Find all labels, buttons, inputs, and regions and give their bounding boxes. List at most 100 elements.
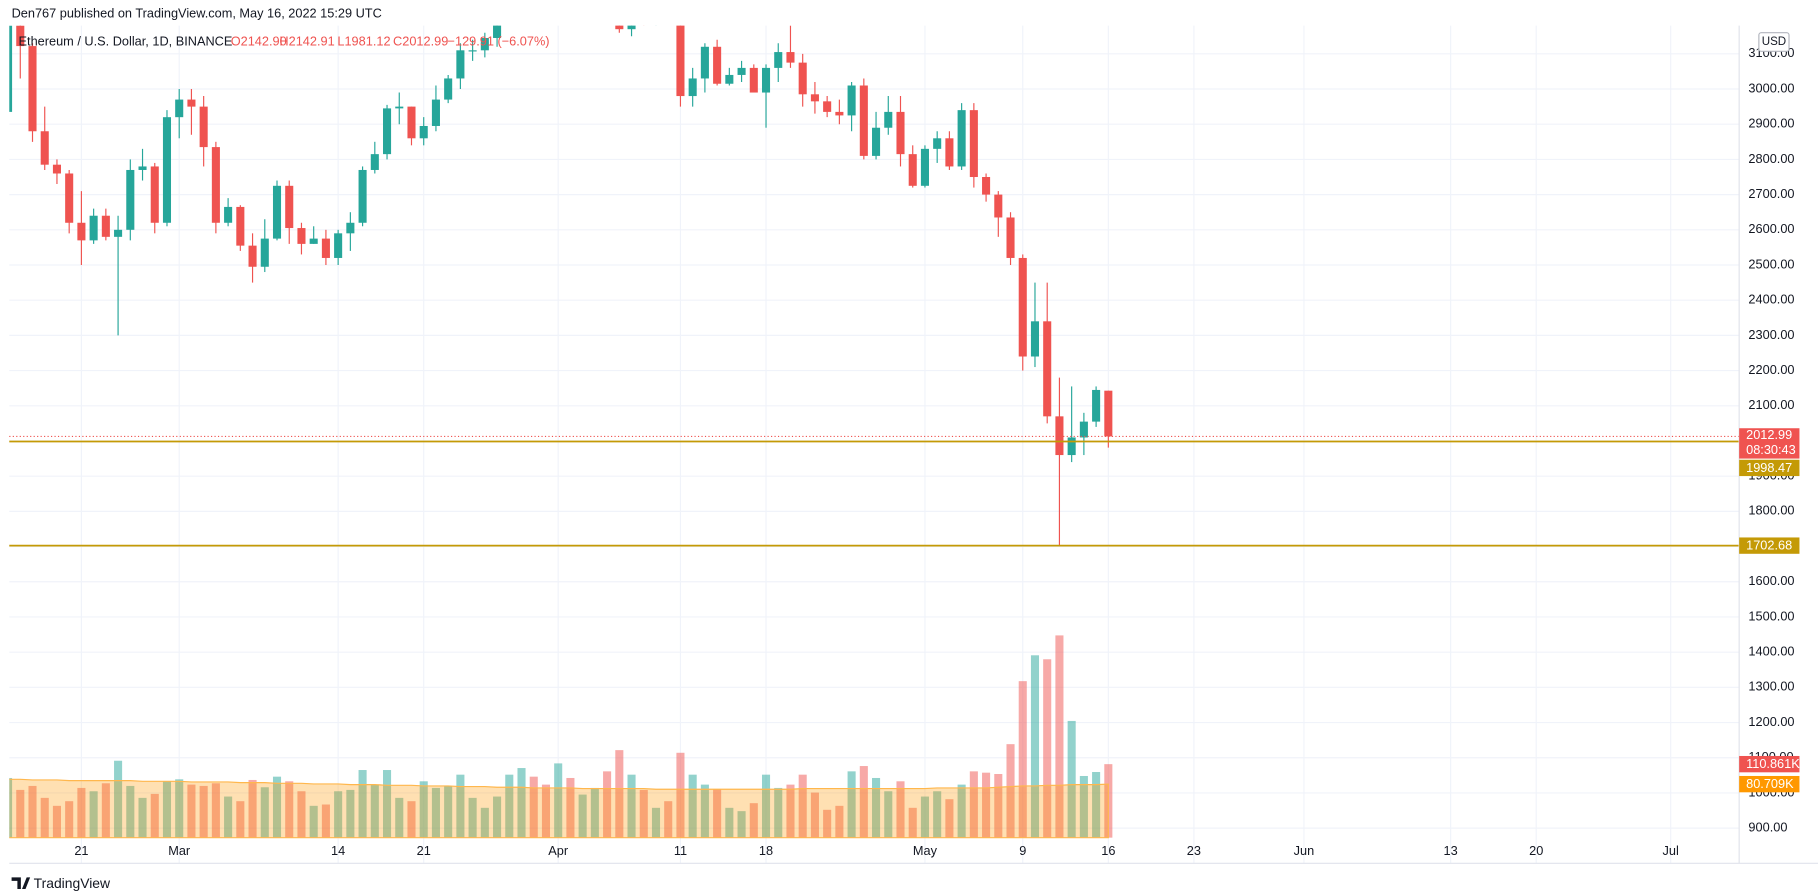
volume-bar bbox=[713, 789, 722, 838]
volume-bar bbox=[89, 791, 98, 838]
x-tick-label: 23 bbox=[1187, 843, 1201, 858]
y-tick-label: 900.00 bbox=[1748, 819, 1787, 834]
candle-body bbox=[150, 166, 159, 223]
volume-bar bbox=[175, 779, 184, 838]
x-tick-label: 14 bbox=[331, 843, 345, 858]
volume-bar bbox=[456, 774, 465, 838]
y-tick-label: 1200.00 bbox=[1748, 714, 1794, 729]
candle-body bbox=[994, 194, 1003, 218]
volume-bar bbox=[480, 807, 489, 838]
candle-body bbox=[9, 25, 13, 112]
volume-bar bbox=[847, 771, 856, 838]
candle-body bbox=[77, 222, 86, 241]
candle-body bbox=[1104, 390, 1113, 437]
currency-box[interactable] bbox=[1758, 32, 1790, 52]
volume-bar bbox=[150, 793, 159, 838]
volume-bar bbox=[761, 774, 771, 838]
candle-body bbox=[1079, 421, 1088, 438]
volume-bar bbox=[1092, 772, 1101, 838]
candle-body bbox=[737, 67, 746, 75]
volume-bar bbox=[615, 750, 624, 838]
candle-body bbox=[1006, 217, 1015, 258]
candle-body bbox=[774, 52, 783, 68]
candle-body bbox=[334, 233, 343, 258]
volume-bar bbox=[297, 791, 306, 838]
candle-body bbox=[810, 94, 819, 102]
candle-body bbox=[321, 238, 330, 258]
candle-body bbox=[114, 229, 123, 237]
volume-bar bbox=[676, 752, 685, 838]
candle-body bbox=[419, 125, 428, 139]
volume-bar bbox=[639, 789, 648, 838]
y-tick-label: 2100.00 bbox=[1748, 397, 1794, 412]
candles bbox=[9, 25, 1113, 546]
last-price-box bbox=[1739, 428, 1800, 459]
candle-body bbox=[761, 67, 771, 93]
candle-body bbox=[798, 62, 807, 95]
volume-bar bbox=[16, 789, 25, 838]
candle-body bbox=[676, 25, 685, 97]
candle-body bbox=[285, 185, 294, 229]
candle-body bbox=[272, 185, 282, 239]
volume-bar bbox=[590, 787, 599, 838]
volume-bar bbox=[468, 797, 477, 838]
volume-bar bbox=[236, 801, 245, 838]
volume-bar bbox=[199, 785, 208, 838]
candle-body bbox=[884, 111, 893, 128]
legend-open: O2142.90 bbox=[231, 33, 287, 48]
volume-bar bbox=[1043, 659, 1052, 838]
candle-body bbox=[1018, 257, 1027, 357]
volume-bar bbox=[52, 805, 61, 838]
y-tick-label: 1300.00 bbox=[1748, 679, 1794, 694]
candle-body bbox=[297, 228, 306, 244]
x-tick-label: 16 bbox=[1101, 843, 1115, 858]
volume-bar bbox=[994, 774, 1003, 838]
volume-bar bbox=[725, 807, 734, 838]
volume-bar bbox=[859, 766, 868, 838]
candle-body bbox=[28, 46, 37, 132]
candle-body bbox=[175, 99, 184, 118]
candle-body bbox=[872, 127, 881, 156]
candle-body bbox=[260, 238, 269, 267]
x-tick-label: Mar bbox=[168, 843, 191, 858]
y-tick-label: 1800.00 bbox=[1748, 503, 1794, 518]
volume-bar bbox=[566, 777, 575, 838]
x-tick-label: 11 bbox=[674, 843, 687, 858]
legend-change: −129.91 (−6.07%) bbox=[448, 33, 550, 48]
currency: USD bbox=[1762, 35, 1786, 48]
volume-bar bbox=[969, 771, 978, 838]
candle-body bbox=[749, 67, 758, 93]
y-tick-label: 2200.00 bbox=[1748, 362, 1794, 377]
volume-bar bbox=[9, 777, 13, 838]
volume-bar bbox=[541, 784, 551, 838]
volume-bar bbox=[1006, 744, 1015, 838]
x-tick-label: Jun bbox=[1294, 843, 1315, 858]
volume-bar bbox=[749, 803, 758, 838]
candle-body bbox=[211, 147, 220, 223]
volume-value-box bbox=[1739, 755, 1800, 773]
volume-bar bbox=[407, 801, 416, 838]
candle-body bbox=[126, 169, 135, 230]
legend-high: H2142.91 bbox=[279, 33, 334, 48]
x-tick-label: Jul bbox=[1663, 843, 1679, 858]
volume-bar bbox=[798, 774, 807, 838]
volume-bar bbox=[224, 796, 233, 838]
last-price-label: 2012.99 bbox=[1746, 427, 1792, 442]
x-tick-label: 21 bbox=[417, 843, 431, 858]
countdown: 08:30:43 bbox=[1746, 442, 1796, 457]
candle-body bbox=[456, 50, 465, 79]
candle-body bbox=[847, 85, 856, 116]
candle-body bbox=[199, 106, 208, 148]
candle-body bbox=[309, 238, 318, 244]
volume-bar bbox=[162, 781, 172, 838]
volume-bar bbox=[138, 797, 147, 838]
candle-body bbox=[358, 169, 367, 223]
volume-bar bbox=[248, 779, 257, 838]
x-tick-label: 9 bbox=[1019, 843, 1026, 858]
y-tick-label: 3000.00 bbox=[1748, 80, 1794, 95]
volume-bar bbox=[933, 791, 942, 838]
y-tick-label: 1400.00 bbox=[1748, 644, 1794, 659]
candle-body bbox=[162, 117, 172, 223]
volume-bar bbox=[321, 804, 330, 838]
volume-bar bbox=[419, 781, 428, 838]
